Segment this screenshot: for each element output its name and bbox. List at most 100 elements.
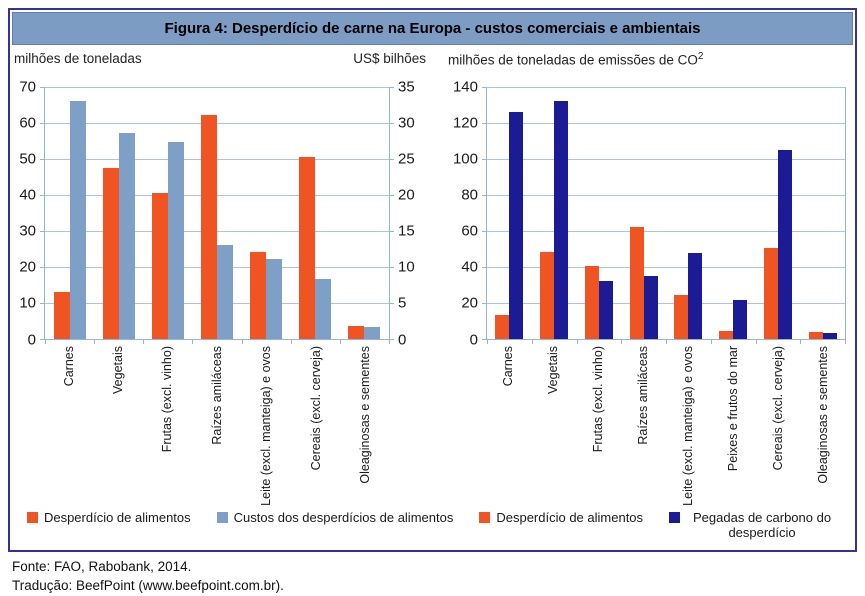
orange-bar <box>53 291 70 339</box>
x-axis-tick <box>339 338 341 344</box>
gridline <box>487 194 845 196</box>
y-axis-tick-label: 120 <box>452 114 478 132</box>
category-cell: Leite (excl. manteiga) e ovos <box>242 346 291 506</box>
axis-top-labels: milhões de toneladas US$ bilhões milhões… <box>12 51 853 68</box>
category-cell: Frutas (excl. vinho) <box>576 346 621 506</box>
bar-group <box>192 87 241 339</box>
light_blue-bar <box>118 133 135 339</box>
gridline <box>487 266 845 268</box>
legend-item: Desperdício de alimentos <box>479 510 643 525</box>
y-axis-tick <box>40 86 45 88</box>
y-axis-tick <box>40 266 45 268</box>
x-axis-tick <box>755 338 757 344</box>
category-label: Cereais (excl. cerveja) <box>308 345 323 470</box>
bar-group <box>45 87 94 339</box>
x-axis-tick <box>666 338 667 344</box>
orange-bar <box>808 332 823 339</box>
y2-axis-tick-label: 25 <box>398 150 415 168</box>
y2-axis-tick <box>389 122 394 124</box>
co2-superscript: 2 <box>697 51 704 62</box>
y-axis-tick-label: 70 <box>19 78 36 95</box>
y-axis-tick-label: 40 <box>461 258 478 276</box>
legend: Desperdício de alimentos Custos dos despe… <box>12 510 853 540</box>
category-cell: Raízes amiláceas <box>192 346 241 506</box>
orange-bar <box>763 247 778 339</box>
y-axis-tick <box>40 302 45 304</box>
category-label: Oleaginosas e sementes <box>816 345 831 484</box>
y2-axis-tick-label: 35 <box>398 78 415 95</box>
orange-bar <box>674 295 689 339</box>
orange-bar <box>299 156 316 339</box>
left-chart-y-axis: 70 60 50 40 30 20 10 0 <box>14 78 44 348</box>
legend-label: Custos dos desperdícios de alimentos <box>233 509 454 525</box>
navy-swatch <box>669 511 681 523</box>
y2-axis-tick-label: 20 <box>398 186 415 204</box>
legend-label: Desperdício de alimentos <box>496 509 644 525</box>
x-axis-tick <box>241 338 243 344</box>
gridline <box>45 86 389 88</box>
right-chart-inner: 140 120 100 80 60 40 20 0 Carnes Vegetais Frutas … <box>440 78 846 506</box>
navy-bar <box>733 299 748 339</box>
light_blue-bar <box>266 259 283 339</box>
x-axis-tick <box>94 338 96 344</box>
y-axis-tick-label: 50 <box>19 150 36 168</box>
y2-axis-tick <box>389 230 394 232</box>
y2-axis-tick <box>389 194 394 196</box>
bar-group <box>800 87 845 339</box>
category-label: Carnes <box>61 345 76 386</box>
navy-bar <box>688 253 703 339</box>
light_blue-bar <box>364 326 381 339</box>
navy-bar <box>777 149 792 339</box>
category-label: Vegetais <box>110 345 125 394</box>
y-axis-tick-label: 60 <box>19 114 36 132</box>
y-axis-tick <box>482 266 487 268</box>
bar-groups <box>45 87 389 339</box>
y-axis-tick-label: 10 <box>19 294 36 312</box>
left-chart-plot-area <box>40 86 394 344</box>
category-label: Frutas (excl. vinho) <box>591 345 606 452</box>
x-axis-tick <box>487 338 488 344</box>
bar-group <box>340 87 389 339</box>
y2-axis-tick <box>389 338 394 340</box>
left-chart-y2-axis: 35 30 25 20 15 10 5 0 <box>390 78 426 348</box>
category-label: Raízes amiláceas <box>636 345 651 445</box>
y-axis-tick <box>40 194 45 196</box>
y-axis-tick-label: 0 <box>27 331 36 348</box>
category-cell: Raízes amiláceas <box>621 346 666 506</box>
category-cell: Vegetais <box>531 346 576 506</box>
bar-group <box>242 87 291 339</box>
y-axis-tick <box>40 122 45 124</box>
orange-bar <box>151 192 168 339</box>
light_blue-bar <box>167 142 184 339</box>
category-label: Peixes e frutos do mar <box>726 345 741 471</box>
category-label: Leite (excl. manteiga) e ovos <box>681 345 696 506</box>
left-chart-axis-captions: milhões de toneladas US$ bilhões <box>14 51 426 68</box>
left-y-axis-caption: milhões de toneladas <box>14 51 142 66</box>
gridline <box>487 86 845 88</box>
category-label: Raízes amiláceas <box>209 345 224 445</box>
x-axis-tick <box>710 338 712 344</box>
y2-axis-tick-label: 15 <box>398 222 415 240</box>
x-axis-tick <box>45 338 46 344</box>
figure-title: Figura 4: Desperdício de carne na Europa… <box>12 12 853 45</box>
right-bar-chart: 140 120 100 80 60 40 20 0 Carnes Vegetais Frutas … <box>440 78 846 506</box>
category-cell: Frutas (excl. vinho) <box>143 346 192 506</box>
orange-bar <box>584 265 599 339</box>
y2-axis-tick <box>389 266 394 268</box>
category-cell: Carnes <box>486 346 531 506</box>
y-axis-tick <box>482 86 487 88</box>
x-axis-tick <box>192 338 194 344</box>
category-cell: Oleaginosas e sementes <box>341 346 390 506</box>
y-axis-tick <box>482 338 487 340</box>
orange-swatch <box>479 511 491 523</box>
y-axis-tick <box>482 194 487 196</box>
x-axis-tick <box>531 338 533 344</box>
category-cell: Carnes <box>44 346 93 506</box>
bar-group <box>711 87 756 339</box>
x-axis-tick <box>845 338 846 344</box>
y2-axis-tick-label: 30 <box>398 114 415 132</box>
left-bar-chart: 70 60 50 40 30 20 10 0 Carnes Vegetais Frutas (ex… <box>14 78 426 506</box>
x-axis-tick <box>621 338 623 344</box>
orange-swatch <box>26 511 38 523</box>
